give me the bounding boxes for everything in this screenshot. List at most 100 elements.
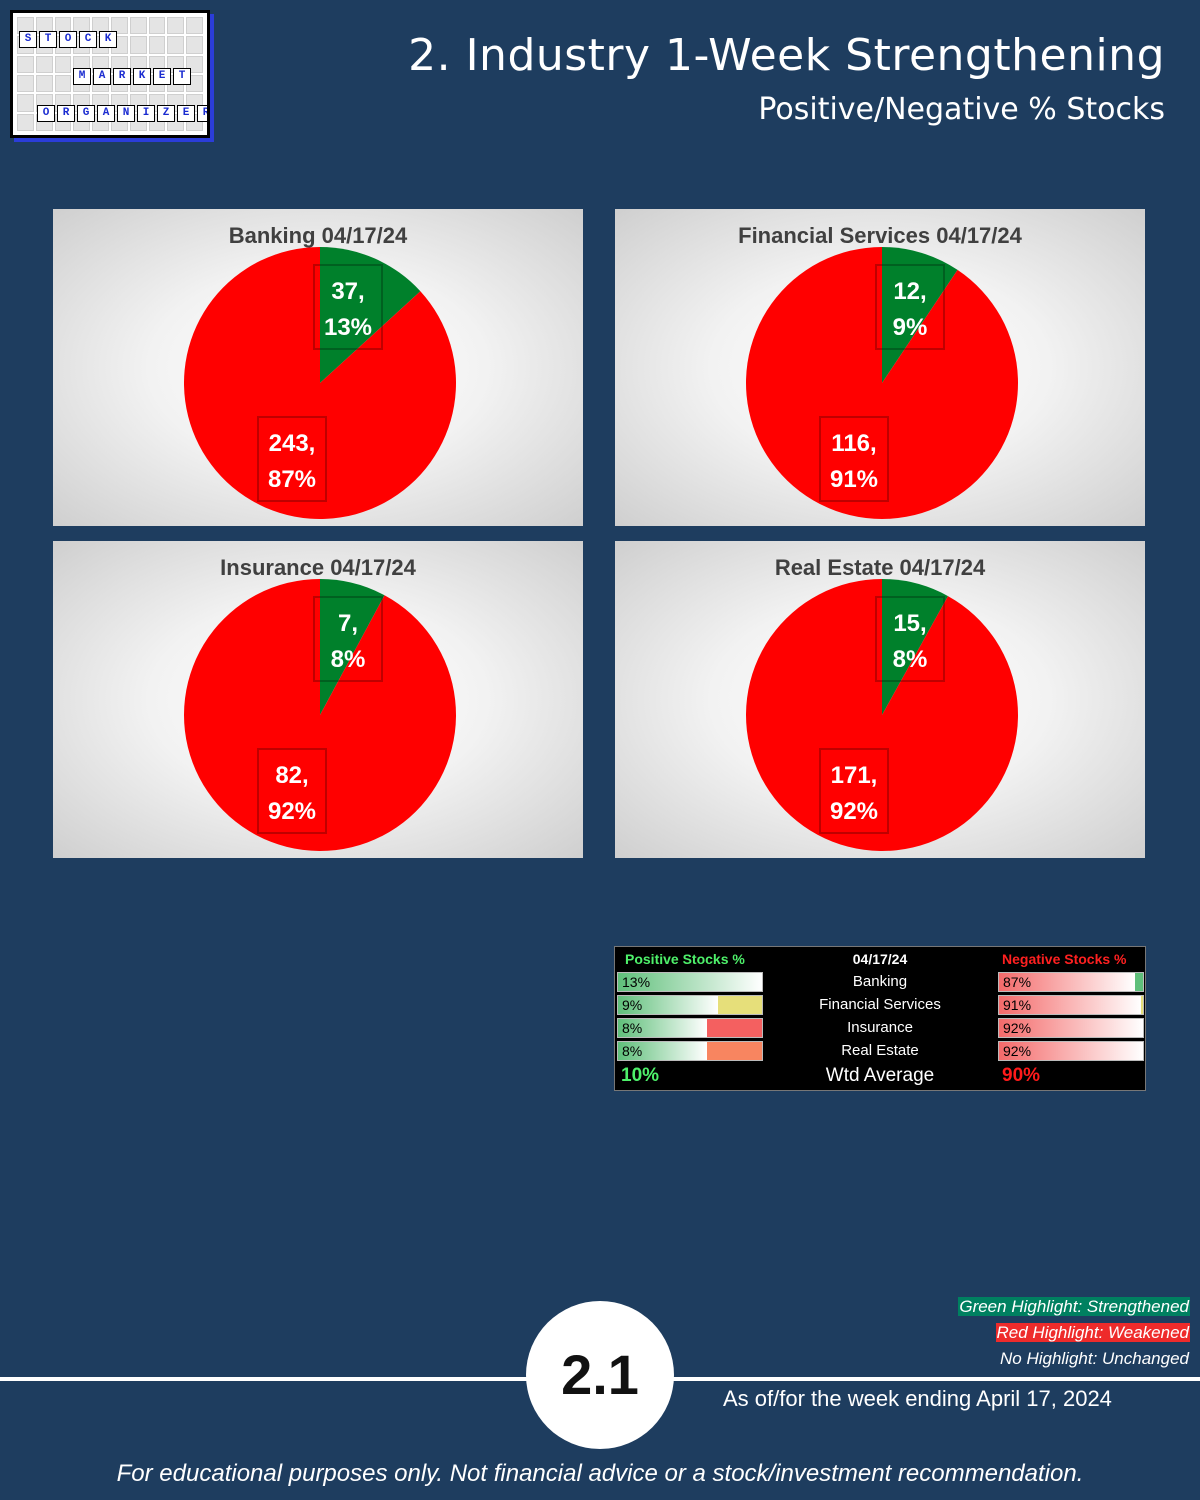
data-label-percent: 9% — [893, 314, 928, 341]
logo-grid-cell — [186, 17, 203, 35]
logo-letter: E — [177, 105, 195, 122]
pie-title: Banking 04/17/24 — [228, 223, 408, 248]
pie-chart-financial-services: 12, 9% 116, 91% — [746, 247, 1018, 519]
summary-row: 8% Real Estate 92% — [615, 1040, 1145, 1062]
logo-letter: R — [113, 68, 131, 85]
data-label-box — [875, 264, 945, 350]
page-title: 2. Industry 1-Week Strengthening — [408, 30, 1165, 81]
positive-value: 13% — [622, 974, 651, 990]
logo-grid-cell — [129, 17, 147, 35]
pie-panel-insurance: 7, 8% 82, 92% Insurance 04/17/24 — [53, 541, 583, 858]
logo-letter: A — [93, 68, 111, 85]
positive-bar — [618, 996, 718, 1014]
logo-letter: T — [173, 68, 191, 85]
logo-letter: M — [73, 68, 91, 85]
positive-bar — [618, 1042, 707, 1060]
negative-value: 92% — [1003, 1020, 1032, 1036]
pie-chart-insurance: 7, 8% 82, 92% — [183, 579, 457, 851]
logo-letter: K — [133, 68, 151, 85]
summary-row: 13% Banking 87% — [615, 971, 1145, 993]
logo-grid-cell — [167, 36, 185, 54]
logo-grid-cell — [129, 36, 147, 54]
data-label-count: 243, — [269, 430, 316, 457]
logo-grid-cell — [17, 55, 34, 73]
logo-grid-cell — [54, 55, 72, 73]
pie-slice-positive — [320, 247, 421, 383]
average-negative: 90% — [1002, 1065, 1041, 1086]
negative-cell: 92% — [998, 1018, 1144, 1038]
data-label-percent: 92% — [268, 798, 316, 825]
negative-value: 92% — [1003, 1043, 1032, 1059]
negative-value: 91% — [1003, 997, 1032, 1013]
logo-grid-cell — [35, 75, 53, 93]
logo-letter: A — [97, 105, 115, 122]
data-label-count: 116, — [831, 430, 876, 457]
data-label-box — [257, 416, 327, 502]
pie-slice-positive — [882, 579, 949, 715]
logo-letter: T — [39, 31, 57, 48]
legend-red-text: Red Highlight: Weakened — [995, 1323, 1190, 1342]
logo-grid-cell — [148, 17, 166, 35]
negative-header: Negative Stocks % — [1002, 951, 1127, 967]
legend-none-text: No Highlight: Unchanged — [999, 1349, 1189, 1368]
footer-rule-right — [670, 1377, 1200, 1381]
industry-name: Real Estate — [841, 1042, 919, 1059]
pie-panel-banking: 37, 13% 243, 87% Banking 04/17/24 — [53, 209, 583, 526]
footer-rule-left — [0, 1377, 530, 1381]
data-label-percent: 13% — [324, 314, 372, 341]
data-label-box — [257, 748, 327, 834]
positive-cell: 8% — [617, 1041, 763, 1061]
logo-letter: R — [57, 105, 75, 122]
industry-name: Insurance — [847, 1019, 913, 1036]
pie-slice-negative — [183, 579, 457, 851]
data-label-percent: 87% — [268, 466, 316, 493]
logo-letter: S — [19, 31, 37, 48]
legend-none: No Highlight: Unchanged — [999, 1349, 1190, 1369]
pie-panel-financial-services: 12, 9% 116, 91% Financial Services 04/17/24 — [615, 209, 1145, 526]
positive-value: 9% — [622, 997, 643, 1013]
positive-cell: 13% — [617, 972, 763, 992]
positive-header: Positive Stocks % — [625, 951, 745, 967]
pie-title: Real Estate 04/17/24 — [774, 555, 986, 580]
logo-grid-cell — [17, 113, 34, 131]
positive-value: 8% — [622, 1020, 643, 1036]
data-label-box — [313, 264, 383, 350]
data-label-count: 15, — [893, 610, 926, 637]
pie-title: Financial Services 04/17/24 — [738, 223, 1022, 248]
average-positive: 10% — [621, 1065, 660, 1086]
data-label-box — [313, 596, 383, 682]
disclaimer: For educational purposes only. Not finan… — [116, 1460, 1084, 1487]
data-label-percent: 8% — [893, 646, 928, 673]
pie-slice-positive — [882, 247, 958, 383]
positive-cell: 9% — [617, 995, 763, 1015]
logo-grid-cell — [54, 75, 72, 93]
industry-name: Banking — [852, 973, 908, 990]
logo-letter: R — [197, 105, 207, 122]
logo-letter: O — [59, 31, 77, 48]
data-label-percent: 91% — [830, 466, 878, 493]
pie-title: Insurance 04/17/24 — [220, 555, 416, 580]
logo-letter: O — [37, 105, 55, 122]
summary-row: 8% Insurance 92% — [615, 1017, 1145, 1039]
negative-bar — [999, 973, 1136, 991]
legend-red: Red Highlight: Weakened — [995, 1323, 1190, 1343]
pie-slice-negative — [746, 247, 1018, 519]
negative-cell: 87% — [998, 972, 1144, 992]
pie-slice-negative — [746, 579, 1018, 851]
pie-slice-negative — [183, 247, 456, 519]
positive-cell: 8% — [617, 1018, 763, 1038]
logo-grid-cell — [148, 36, 166, 54]
positive-bar — [618, 1019, 707, 1037]
negative-value: 87% — [1003, 974, 1032, 990]
legend-green: Green Highlight: Strengthened — [958, 1297, 1190, 1317]
logo-grid-cell — [167, 17, 185, 35]
data-label-percent: 92% — [830, 798, 878, 825]
logo-grid-cell — [17, 75, 34, 93]
page-number-badge: 2.1 — [526, 1301, 674, 1449]
pie-panel-real-estate: 15, 8% 171, 92% Real Estate 04/17/24 — [615, 541, 1145, 858]
data-label-box — [819, 748, 889, 834]
legend-green-text: Green Highlight: Strengthened — [958, 1297, 1190, 1316]
as-of-date: As of/for the week ending April 17, 2024 — [723, 1386, 1112, 1411]
